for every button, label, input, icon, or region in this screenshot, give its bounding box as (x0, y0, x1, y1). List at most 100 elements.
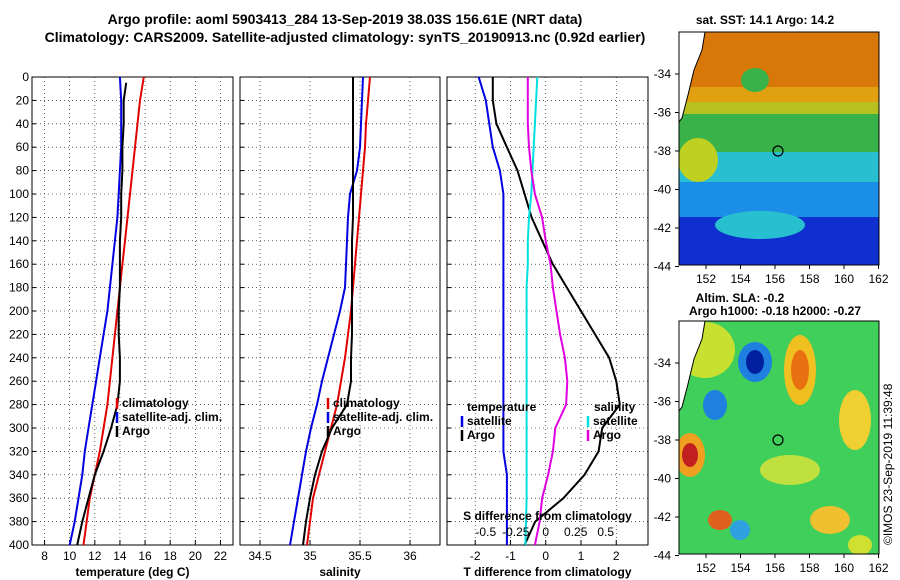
sla-anomaly-12 (730, 520, 750, 540)
sla-map-axes: -34 -36 -38 -40 -42 -44 152 154 156 158 160 162 (654, 356, 889, 575)
sla-map (679, 321, 879, 554)
difference-panel: -2 -1 0 1 2 T difference from climatology S di… (446, 76, 649, 579)
y-tick-label: 280 (9, 398, 29, 412)
x-axis-label: salinity (319, 565, 361, 579)
legend-title-salinity: salinity (594, 400, 636, 414)
map-x-tick-label: 158 (799, 561, 819, 575)
plot-frame (239, 76, 441, 546)
map-x-tick-label: 152 (696, 272, 716, 286)
legend-label: Argo (467, 428, 495, 442)
series-line-t-argo (491, 77, 621, 546)
map-y-tick-label: -38 (654, 144, 672, 158)
y-tick-label: 260 (9, 374, 29, 388)
series-line-satellite-adj-clim- (289, 76, 364, 546)
y-tick-label: 100 (9, 187, 29, 201)
sla-anomaly-14 (848, 535, 872, 554)
map-x-tick-label: 162 (868, 272, 888, 286)
y-tick-label: 140 (9, 234, 29, 248)
map-x-tick-label: 160 (834, 272, 854, 286)
map-y-tick-label: -36 (654, 106, 672, 120)
sla-coastline (679, 321, 706, 412)
x-tick-label: 18 (164, 549, 178, 563)
x-tick-label: 20 (189, 549, 203, 563)
series-line-s-satellite (524, 76, 539, 546)
map-y-tick-label: -44 (654, 549, 672, 563)
y-tick-label: 120 (9, 210, 29, 224)
series-line-t-satellite (477, 76, 508, 545)
sst-map-title: sat. SST: 14.1 Argo: 14.2 (696, 13, 835, 27)
x-tick-label: 36 (403, 549, 417, 563)
sst-map-axes: -34 -36 -38 -40 -42 -44 152 154 156 158 160 162 (654, 67, 889, 286)
x-tick-label: 8 (41, 549, 48, 563)
sst-map (679, 32, 879, 265)
legend-label: satellite (467, 414, 512, 428)
sla-map-frame (678, 320, 880, 555)
x-tick-label: 1 (578, 549, 585, 563)
map-y-tick-label: -42 (654, 221, 672, 235)
sla-anomaly-9 (839, 390, 871, 450)
y-tick-label: 360 (9, 491, 29, 505)
y-tick-label: 340 (9, 468, 29, 482)
x-tick-label: 34.5 (248, 549, 272, 563)
legend-label: Argo (122, 424, 150, 438)
x-tick-label: -1 (505, 549, 516, 563)
y-tick-label: 40 (16, 117, 30, 131)
sla-anomaly-13 (810, 506, 850, 534)
x-tick-label: 0 (542, 549, 549, 563)
y-tick-label: 80 (16, 164, 30, 178)
map-x-tick-label: 162 (868, 561, 888, 575)
map-y-tick-label: -34 (654, 67, 672, 81)
top-axis-tick-label: 0 (542, 525, 549, 539)
y-tick-label: 240 (9, 351, 29, 365)
legend-label: satellite-adj. clim. (333, 410, 433, 424)
x-tick-label: 16 (138, 549, 152, 563)
imos-credit: ©IMOS 23-Sep-2019 11:39:48 (881, 383, 895, 545)
sla-anomaly-10 (760, 455, 820, 485)
sst-argo-location-marker (772, 145, 784, 157)
map-x-tick-label: 154 (730, 272, 750, 286)
y-tick-label: 200 (9, 304, 29, 318)
y-tick-label: 320 (9, 444, 29, 458)
sla-anomaly-3 (791, 350, 809, 390)
salinity-panel: 34.5 35 35.5 36 salinity climatologysatellite… (239, 76, 441, 579)
top-axis-label: S difference from climatology (463, 509, 632, 523)
map-x-tick-label: 156 (765, 272, 785, 286)
sst-warm-eddy (679, 138, 718, 182)
top-axis-tick-label: -0.25 (502, 525, 530, 539)
legend-label: Argo (593, 428, 621, 442)
top-axis-tick-label: 0.5 (597, 525, 614, 539)
map-x-tick-label: 154 (730, 561, 750, 575)
legend-title-temperature: temperature (467, 400, 537, 414)
sla-anomaly-5 (746, 350, 764, 374)
figure-title-line1: Argo profile: aoml 5903413_284 13-Sep-20… (108, 11, 583, 27)
sla-anomaly-8 (682, 443, 698, 467)
legend-label: Argo (333, 424, 361, 438)
series-line-satellite-adj-clim- (68, 76, 123, 546)
map-x-tick-label: 158 (799, 272, 819, 286)
y-tick-label: 380 (9, 515, 29, 529)
y-tick-label: 160 (9, 257, 29, 271)
x-tick-label: 35 (303, 549, 317, 563)
x-tick-label: 2 (613, 549, 620, 563)
sla-map-title-line2: Argo h1000: -0.18 h2000: -0.27 (689, 304, 861, 318)
map-y-tick-label: -40 (654, 183, 672, 197)
figure-title-line2: Climatology: CARS2009. Satellite-adjuste… (45, 29, 646, 45)
map-x-tick-label: 152 (696, 561, 716, 575)
y-tick-label: 180 (9, 281, 29, 295)
y-tick-label: 400 (9, 538, 29, 552)
sst-cold-eddy (741, 68, 769, 92)
top-axis-tick-label: -0.5 (475, 525, 496, 539)
x-tick-label: 35.5 (348, 549, 372, 563)
x-tick-label: 10 (63, 549, 77, 563)
plot-frame (31, 76, 234, 546)
y-tick-label: 60 (16, 140, 30, 154)
legend-label: climatology (333, 396, 400, 410)
map-x-tick-label: 156 (765, 561, 785, 575)
sst-coastline (679, 32, 706, 123)
y-tick-label: 20 (16, 93, 30, 107)
x-tick-label: 14 (113, 549, 127, 563)
map-y-tick-label: -40 (654, 472, 672, 486)
x-axis-label: temperature (deg C) (75, 565, 189, 579)
map-y-tick-label: -36 (654, 395, 672, 409)
series-line-argo (302, 77, 354, 546)
